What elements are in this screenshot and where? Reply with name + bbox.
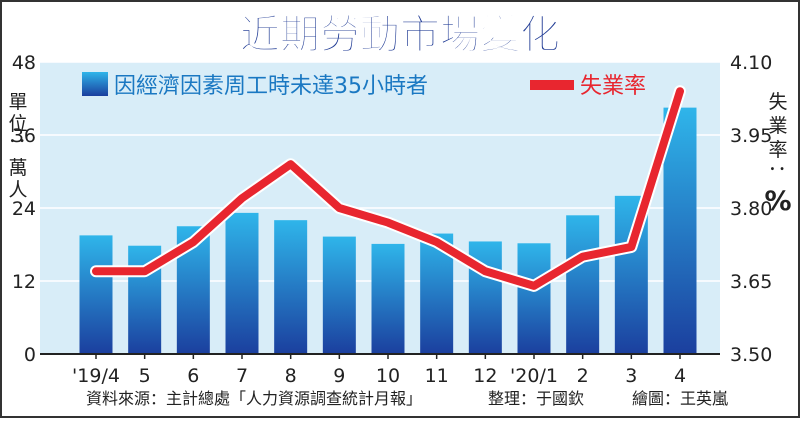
bar-series — [79, 107, 697, 354]
chart-title: 近期勞動市場變化 — [240, 12, 560, 58]
axis-label-char: 業 — [768, 115, 787, 137]
bar — [663, 107, 697, 354]
legend-line-swatch — [530, 80, 574, 90]
legend-bar-swatch — [82, 72, 108, 96]
right-tick-label: 3.95 — [730, 125, 772, 147]
axis-label-char: 人 — [8, 179, 27, 201]
left-tick-label: 36 — [12, 125, 36, 147]
credit-draw: 繪圖：王英嵐 — [632, 389, 728, 408]
line-series — [90, 85, 686, 292]
x-tick-label: 7 — [236, 365, 248, 387]
right-tick-label: 3.65 — [730, 271, 772, 293]
left-tick-label: 0 — [24, 344, 36, 366]
legend: 因經濟因素周工時未達35小時者 失業率 — [82, 72, 646, 99]
bar — [274, 220, 308, 354]
axis-label-char: 萬 — [8, 157, 27, 179]
legend-line-label: 失業率 — [580, 74, 646, 99]
bar — [79, 235, 113, 354]
axis-label-char: 率 — [768, 139, 787, 161]
bar — [371, 243, 405, 354]
legend-bar-label: 因經濟因素周工時未達35小時者 — [114, 74, 428, 99]
left-axis-label: 單位： 萬人 — [6, 91, 28, 201]
left-tick-label: 48 — [12, 52, 36, 74]
axis-label-char: 失 — [768, 91, 787, 113]
x-tick-label: 8 — [285, 365, 297, 387]
bar — [517, 243, 551, 354]
x-tick-label: '20/1 — [510, 365, 558, 387]
x-tick-label: '19/4 — [72, 365, 120, 387]
axis-label-char: ： — [6, 136, 28, 155]
right-tick-label: 3.80 — [730, 198, 772, 220]
left-tick-label: 12 — [12, 271, 36, 293]
x-tick-label: 9 — [333, 365, 345, 387]
bar — [225, 212, 259, 354]
bar — [322, 236, 356, 354]
x-axis-ticks: '19/4 5 6 7 8 9 10 11 12 '20/1 2 3 4 — [72, 354, 686, 387]
source-note: 資料來源：主計總處「人力資源調查統計月報」 — [86, 389, 422, 408]
x-tick-label: 3 — [625, 365, 637, 387]
x-tick-label: 6 — [187, 365, 199, 387]
x-tick-label: 11 — [425, 365, 449, 387]
right-tick-label: 3.50 — [730, 344, 772, 366]
x-tick-label: 12 — [473, 365, 497, 387]
credit-compile: 整理：于國欽 — [488, 389, 584, 408]
right-axis-label: 失業率 ：% — [764, 91, 791, 217]
x-tick-label: 2 — [577, 365, 589, 387]
axis-label-char: 位 — [8, 113, 27, 135]
axis-label-char: ： — [766, 164, 788, 183]
axis-label-char: 單 — [8, 91, 27, 113]
unemployment-line — [92, 87, 684, 290]
right-axis-ticks: 3.50 3.65 3.80 3.95 4.10 — [730, 52, 772, 366]
right-tick-label: 4.10 — [730, 52, 772, 74]
bar — [566, 215, 600, 354]
x-tick-label: 10 — [376, 365, 400, 387]
left-tick-label: 24 — [12, 198, 36, 220]
x-tick-label: 4 — [674, 365, 686, 387]
axis-label-char: % — [764, 186, 791, 217]
x-tick-label: 5 — [139, 365, 151, 387]
left-axis-ticks: 0 12 24 36 48 — [12, 52, 36, 366]
